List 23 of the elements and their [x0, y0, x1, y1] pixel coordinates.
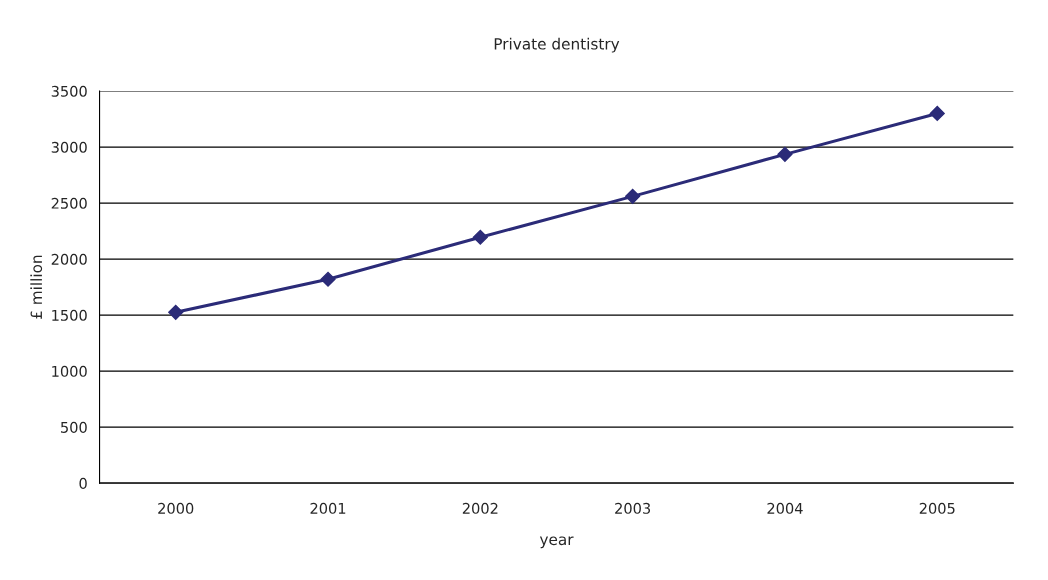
point: [777, 146, 793, 162]
point: [320, 271, 336, 287]
x-tick-label: 2001: [310, 502, 346, 514]
point: [472, 229, 488, 245]
point: [929, 105, 945, 122]
x-tick-label: 2004: [767, 502, 803, 514]
y-tick-label: 0: [79, 477, 87, 489]
x-tick-label: 2005: [919, 502, 955, 514]
y-tick-label: 2500: [51, 197, 87, 209]
y-tick-label: 1500: [52, 309, 87, 321]
x-tick-label: 2003: [615, 502, 651, 514]
chart-title: Private dentistry: [494, 37, 620, 53]
y-tick-label: 3500: [51, 85, 87, 97]
y-tick-label: 1000: [52, 365, 87, 377]
point: [625, 188, 641, 204]
y-axis-title: £ million: [30, 255, 43, 319]
x-tick-label: 2002: [462, 502, 498, 514]
x-tick-label: 2000: [158, 502, 194, 514]
x-axis-title: year: [539, 536, 574, 549]
point: [168, 304, 184, 320]
y-tick-label: 500: [61, 421, 87, 433]
y-tick-label: 3000: [51, 141, 87, 153]
y-tick-label: 2000: [51, 253, 87, 265]
